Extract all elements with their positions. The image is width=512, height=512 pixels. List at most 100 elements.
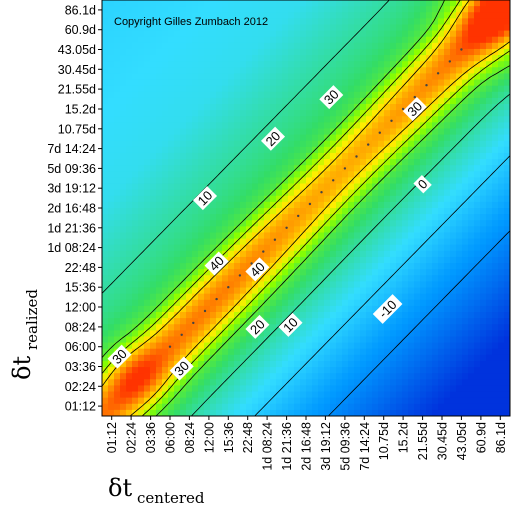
- heatmap-cell: [384, 250, 391, 258]
- heatmap-cell: [426, 97, 433, 105]
- heatmap-cell: [138, 61, 145, 68]
- heatmap-cell: [258, 128, 265, 136]
- heatmap-cell: [324, 409, 331, 416]
- heatmap-cell: [216, 367, 223, 374]
- heatmap-cell: [282, 385, 289, 393]
- heatmap-cell: [264, 391, 271, 399]
- heatmap-cell: [252, 305, 259, 313]
- heatmap-cell: [420, 42, 427, 50]
- heatmap-cell: [384, 336, 391, 344]
- heatmap-cell: [342, 73, 349, 81]
- contour-label-bg: [245, 257, 270, 282]
- heatmap-cell: [348, 6, 355, 13]
- heatmap-cell: [498, 128, 505, 136]
- heatmap-cell: [132, 256, 139, 264]
- heatmap-cell: [468, 348, 475, 356]
- heatmap-cell: [348, 18, 355, 26]
- heatmap-cell: [258, 250, 265, 258]
- heatmap-cell: [456, 409, 463, 416]
- heatmap-cell: [126, 48, 133, 56]
- heatmap-cell: [222, 171, 229, 179]
- heatmap-cell: [438, 391, 445, 399]
- heatmap-cell: [108, 146, 115, 154]
- heatmap-cell: [276, 140, 283, 148]
- diagonal-marker: [436, 72, 440, 75]
- heatmap-cell: [246, 104, 253, 111]
- heatmap-cell: [246, 55, 253, 62]
- heatmap-cell: [504, 12, 510, 19]
- heatmap-cell: [312, 348, 319, 356]
- heatmap-cell: [498, 140, 505, 148]
- heatmap-cell: [402, 305, 409, 313]
- heatmap-cell: [462, 159, 469, 166]
- heatmap-cell: [294, 79, 301, 87]
- heatmap-cell: [450, 24, 457, 32]
- heatmap-cell: [288, 348, 295, 356]
- heatmap-cell: [426, 73, 433, 81]
- heatmap-cell: [192, 250, 199, 258]
- heatmap-cell: [228, 134, 235, 142]
- heatmap-cell: [444, 318, 451, 325]
- heatmap-cell: [474, 403, 481, 411]
- heatmap-cell: [300, 110, 307, 117]
- heatmap-cell: [318, 238, 325, 246]
- heatmap-cell: [372, 36, 379, 44]
- heatmap-cell: [420, 165, 427, 172]
- heatmap-cell: [348, 36, 355, 44]
- heatmap-cell: [354, 140, 361, 148]
- heatmap-cell: [408, 391, 415, 399]
- heatmap-cell: [270, 36, 277, 44]
- heatmap-cell: [180, 24, 187, 32]
- heatmap-cell: [378, 287, 385, 295]
- heatmap-cell: [234, 201, 241, 209]
- heatmap-cell: [192, 201, 199, 209]
- heatmap-cell: [444, 256, 451, 264]
- heatmap-cell: [252, 128, 259, 136]
- heatmap-cell: [450, 73, 457, 81]
- heatmap-cell: [264, 30, 271, 38]
- heatmap-cell: [162, 348, 169, 356]
- heatmap-cell: [282, 287, 289, 295]
- heatmap-cell: [312, 397, 319, 405]
- heatmap-cell: [366, 177, 373, 185]
- heatmap-cell: [378, 36, 385, 44]
- heatmap-cell: [306, 379, 313, 387]
- heatmap-cell: [318, 336, 325, 344]
- heatmap-cell: [264, 165, 271, 172]
- heatmap-cell: [204, 128, 211, 136]
- heatmap-cell: [192, 177, 199, 185]
- heatmap-cell: [324, 293, 331, 301]
- heatmap-cell: [456, 61, 463, 68]
- heatmap-cell: [480, 214, 487, 221]
- heatmap-cell: [252, 214, 259, 221]
- heatmap-cell: [450, 42, 457, 50]
- heatmap-cell: [198, 6, 205, 13]
- heatmap-cell: [438, 385, 445, 393]
- heatmap-cell: [150, 330, 157, 338]
- heatmap-cell: [234, 318, 241, 325]
- heatmap-cell: [366, 85, 373, 93]
- heatmap-cell: [198, 183, 205, 191]
- heatmap-cell: [474, 201, 481, 209]
- heatmap-cell: [204, 116, 211, 123]
- heatmap-cell: [492, 275, 499, 283]
- heatmap-cell: [276, 79, 283, 87]
- heatmap-cell: [318, 91, 325, 99]
- heatmap-cell: [174, 134, 181, 142]
- heatmap-cell: [456, 18, 463, 26]
- heatmap-cell: [438, 85, 445, 93]
- heatmap-cell: [258, 403, 265, 411]
- heatmap-cell: [462, 299, 469, 307]
- heatmap-cell: [396, 244, 403, 252]
- heatmap-cell: [282, 36, 289, 44]
- heatmap-cell: [390, 104, 397, 111]
- heatmap-cell: [366, 244, 373, 252]
- heatmap-cell: [174, 42, 181, 50]
- heatmap-cell: [480, 110, 487, 117]
- heatmap-cell: [264, 397, 271, 405]
- heatmap-cell: [426, 226, 433, 234]
- heatmap-cell: [186, 42, 193, 50]
- heatmap-cell: [426, 324, 433, 331]
- heatmap-cell: [186, 24, 193, 32]
- heatmap-cell: [180, 195, 187, 203]
